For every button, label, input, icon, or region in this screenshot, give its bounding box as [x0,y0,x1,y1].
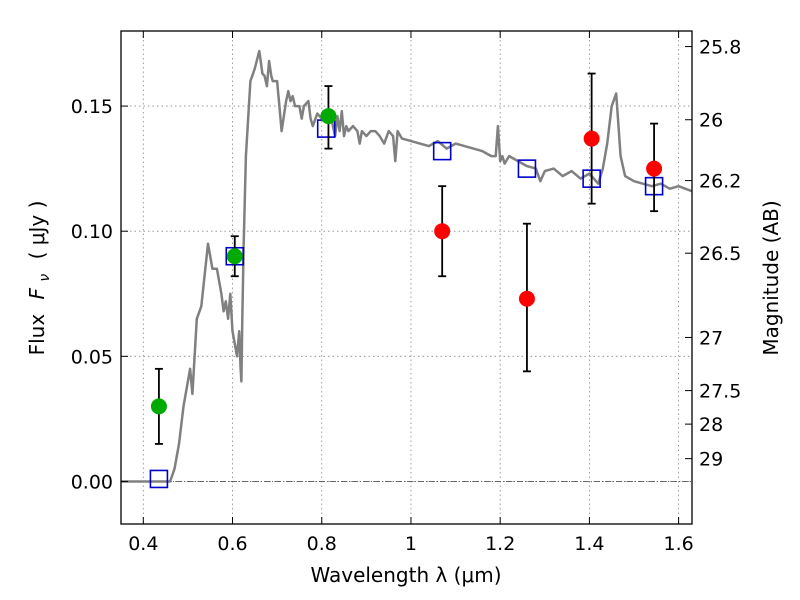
nir-observations-point [434,223,451,240]
spectrum-layer [121,49,692,483]
plot-area [121,31,692,524]
y-tick-label: 0.00 [71,471,113,493]
x-tick-label: 1.2 [485,533,515,555]
model-photometry-square [517,159,537,178]
y-axis-label-text: Flux [25,314,49,356]
y-tick-label: 0.10 [71,221,113,243]
model-photometry-square [149,469,169,489]
y2-tick-label: 26 [699,110,723,132]
x-tick-label: 1.6 [664,533,694,555]
x-tick-label: 1.4 [574,533,604,555]
y-axis-label-symbol: F [25,287,49,299]
y2-tick-label: 25.8 [699,37,741,59]
y-tick-label: 0.05 [71,346,113,368]
axis-ticks: 0.4 0.6 0.8 1 1.2 1.4 1.6 0.00 0.05 0.10 0.15 25.8 2… [71,31,741,555]
y2-tick-label: 26.2 [699,171,741,193]
observation-layer [150,108,663,415]
x-tick-label: 0.6 [217,533,247,555]
plot-frame [120,30,693,525]
y-axis-label: Flux F ν ( μJy ) [25,201,54,356]
y2-tick-label: 29 [699,449,723,471]
y-axis-label-unit: ( μJy ) [25,201,49,260]
nir-observations-point [583,130,600,147]
nir-observations-point [518,290,535,307]
y2-tick-label: 27.5 [699,381,741,403]
y2-tick-label: 27 [699,327,723,349]
y-tick-label: 0.15 [71,96,113,118]
optical-observations-point [226,248,243,265]
x-tick-label: 0.8 [307,533,337,555]
nir-observations-point [646,160,663,177]
y-axis-label-subscript: ν [37,274,53,282]
spectrum-line [121,49,692,483]
optical-observations-point [320,108,337,125]
svg-text:Flux F ν ( μ: Flux F ν ( μJy ) [25,201,54,356]
model-photometry-square [432,141,452,161]
x-tick-label: 0.4 [128,533,158,555]
optical-observations-point [150,398,167,415]
y2-tick-label: 28 [699,414,723,436]
y2-axis-label: Magnitude (AB) [759,200,783,355]
x-tick-label: 1 [405,533,417,555]
grid [121,31,692,524]
y2-tick-label: 26.5 [699,243,741,265]
x-axis-label: Wavelength λ (μm) [310,563,501,587]
